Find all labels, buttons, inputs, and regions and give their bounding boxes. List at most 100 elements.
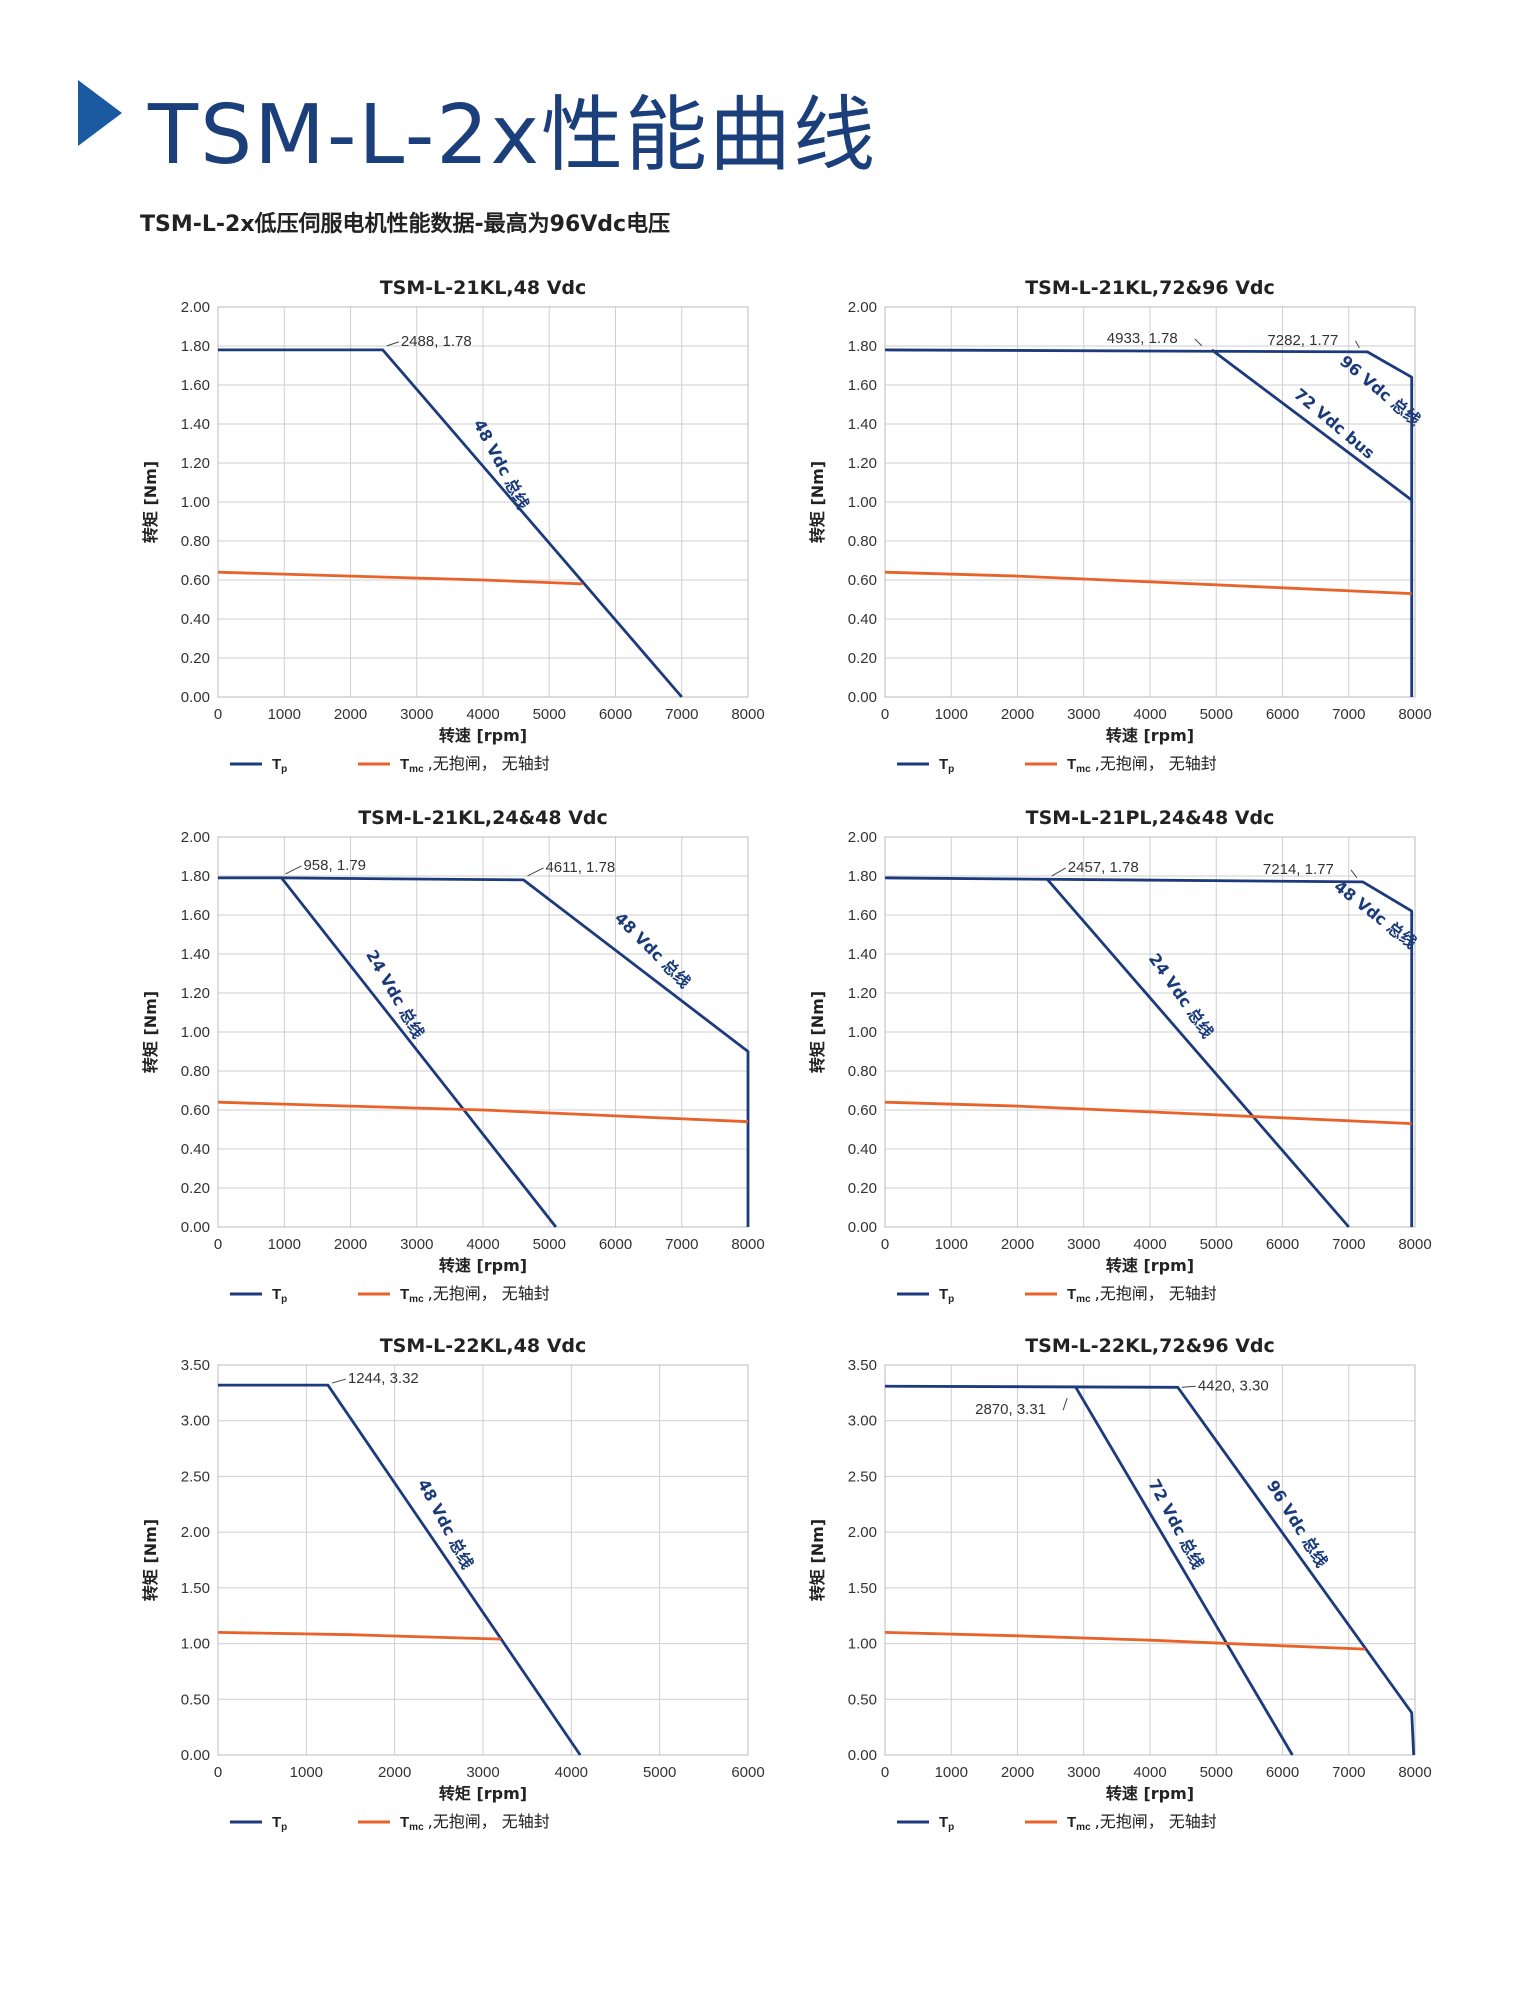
tmc-series-line: [884, 1631, 1366, 1651]
legend-tp-label: Tp: [939, 1814, 954, 1833]
x-tick-label: 4000: [555, 1764, 588, 1781]
x-tick-label: 8000: [1398, 706, 1431, 723]
x-tick-label: 8000: [1398, 1764, 1431, 1781]
y-axis-label: 转矩 [Nm]: [808, 991, 827, 1073]
x-tick-label: 5000: [1200, 1764, 1233, 1781]
y-tick-label: 0.00: [181, 1747, 210, 1764]
y-tick-label: 3.00: [848, 1413, 877, 1430]
point-annotation: 4420, 3.30: [1198, 1377, 1269, 1394]
chart-21kl-24-48: TSM-L-21KL,24&48 Vdc 0 1000 2000 3000 4000 500…: [130, 800, 790, 1310]
x-axis-label: 转速 [rpm]: [439, 726, 527, 745]
x-tick-label: 7000: [1332, 1236, 1365, 1253]
y-tick-label: 0.20: [848, 650, 877, 667]
x-tick-label: 7000: [665, 706, 698, 723]
x-tick-label: 6000: [1266, 1764, 1299, 1781]
x-tick-label: 2000: [1001, 1764, 1034, 1781]
tp-series-line: [884, 876, 1414, 1227]
plot-frame: [884, 836, 1416, 1228]
tmc-series-line: [884, 1100, 1412, 1125]
y-tick-label: 1.80: [848, 868, 877, 885]
y-tick-label: 1.00: [181, 1636, 210, 1653]
x-tick-label: 1000: [935, 706, 968, 723]
y-tick-label: 0.50: [848, 1691, 877, 1708]
chart-svg: TSM-L-21PL,24&48 Vdc 0 1000 2000 3000 4000 500…: [808, 807, 1432, 1305]
annotation-leader: [386, 341, 399, 347]
x-tick-label: 3000: [400, 706, 433, 723]
chart-svg: TSM-L-21KL,48 Vdc 0 1000 2000 3000 4000 5000 60…: [141, 277, 765, 775]
y-tick-label: 1.00: [181, 1024, 210, 1041]
y-tick-label: 2.00: [181, 1524, 210, 1541]
chart-21kl-48: TSM-L-21KL,48 Vdc 0 1000 2000 3000 4000 5000 60…: [130, 270, 790, 780]
y-axis-label: 转矩 [Nm]: [808, 461, 827, 543]
legend-tmc-label: Tmc ,无抱闸， 无轴封: [1067, 1812, 1217, 1833]
y-tick-label: 0.40: [848, 1141, 877, 1158]
y-tick-label: 0.60: [181, 572, 210, 589]
tp-series-line: [884, 1384, 1416, 1756]
x-tick-label: 1000: [268, 706, 301, 723]
tp-series-line: [1210, 348, 1413, 502]
x-tick-label: 2000: [378, 1764, 411, 1781]
y-tick-label: 1.20: [181, 455, 210, 472]
x-tick-label: 0: [881, 1236, 889, 1253]
tmc-series-line: [884, 570, 1412, 595]
y-tick-label: 1.00: [181, 494, 210, 511]
chart-svg: TSM-L-22KL,72&96 Vdc 0 1000 2000 3000 4000 500…: [808, 1335, 1432, 1833]
legend-tp-label: Tp: [272, 1814, 287, 1833]
y-tick-label: 2.50: [848, 1468, 877, 1485]
annotation-leader: [1051, 867, 1067, 877]
y-tick-label: 1.00: [848, 1024, 877, 1041]
y-tick-label: 2.00: [181, 299, 210, 316]
y-tick-label: 3.50: [181, 1357, 210, 1374]
y-tick-label: 0.00: [181, 1219, 210, 1236]
x-tick-label: 4000: [1133, 706, 1166, 723]
page-subtitle: TSM-L-2x低压伺服电机性能数据-最高为96Vdc电压: [140, 212, 671, 237]
legend-tp-label: Tp: [272, 756, 287, 775]
x-tick-label: 4000: [1133, 1236, 1166, 1253]
y-tick-label: 0.80: [848, 1063, 877, 1080]
x-tick-label: 7000: [665, 1236, 698, 1253]
x-tick-label: 0: [881, 1764, 889, 1781]
x-tick-label: 4000: [1133, 1764, 1166, 1781]
y-axis-label: 转矩 [Nm]: [808, 1519, 827, 1601]
x-tick-label: 3000: [1067, 706, 1100, 723]
legend-tmc-label: Tmc ,无抱闸， 无轴封: [1067, 754, 1217, 775]
x-tick-label: 6000: [1266, 1236, 1299, 1253]
legend-tp-label: Tp: [939, 756, 954, 775]
y-tick-label: 2.00: [181, 829, 210, 846]
plot-frame: [217, 1364, 749, 1756]
chart-title: TSM-L-22KL,48 Vdc: [380, 1335, 587, 1357]
chart-21pl-24-48: TSM-L-21PL,24&48 Vdc 0 1000 2000 3000 4000 500…: [797, 800, 1457, 1310]
y-tick-label: 3.00: [181, 1413, 210, 1430]
tp-series-line: [218, 1383, 582, 1756]
x-tick-label: 3000: [1067, 1764, 1100, 1781]
x-tick-label: 1000: [935, 1236, 968, 1253]
point-annotation: 7282, 1.77: [1267, 332, 1338, 349]
chart-svg: TSM-L-21KL,24&48 Vdc 0 1000 2000 3000 4000 500…: [141, 807, 765, 1305]
y-tick-label: 1.60: [848, 377, 877, 394]
x-tick-label: 4000: [466, 1236, 499, 1253]
y-tick-label: 1.80: [181, 338, 210, 355]
chart-title: TSM-L-21PL,24&48 Vdc: [1026, 807, 1275, 829]
x-tick-label: 8000: [1398, 1236, 1431, 1253]
tmc-series-line: [217, 570, 583, 586]
tp-series-line: [218, 876, 558, 1228]
tp-series-line: [218, 348, 683, 698]
y-tick-label: 1.80: [848, 338, 877, 355]
legend-tmc-label: Tmc ,无抱闸， 无轴封: [400, 1812, 550, 1833]
x-tick-label: 7000: [1332, 1764, 1365, 1781]
plot-frame: [884, 1364, 1416, 1756]
y-tick-label: 1.20: [848, 985, 877, 1002]
chart-svg: TSM-L-22KL,48 Vdc 0 1000 2000 3000 4000 5000 60…: [141, 1335, 765, 1833]
annotation-leader: [1062, 1398, 1068, 1411]
x-tick-label: 5000: [533, 706, 566, 723]
y-tick-label: 0.80: [181, 1063, 210, 1080]
y-axis-label: 转矩 [Nm]: [141, 1519, 160, 1601]
annotation-leader: [527, 867, 544, 877]
x-tick-label: 3000: [400, 1236, 433, 1253]
plot-frame: [217, 306, 749, 698]
y-tick-label: 1.60: [848, 907, 877, 924]
tp-series-line: [1046, 878, 1350, 1228]
y-tick-label: 1.40: [848, 946, 877, 963]
y-tick-label: 1.00: [848, 494, 877, 511]
annotation-leader: [285, 865, 302, 875]
